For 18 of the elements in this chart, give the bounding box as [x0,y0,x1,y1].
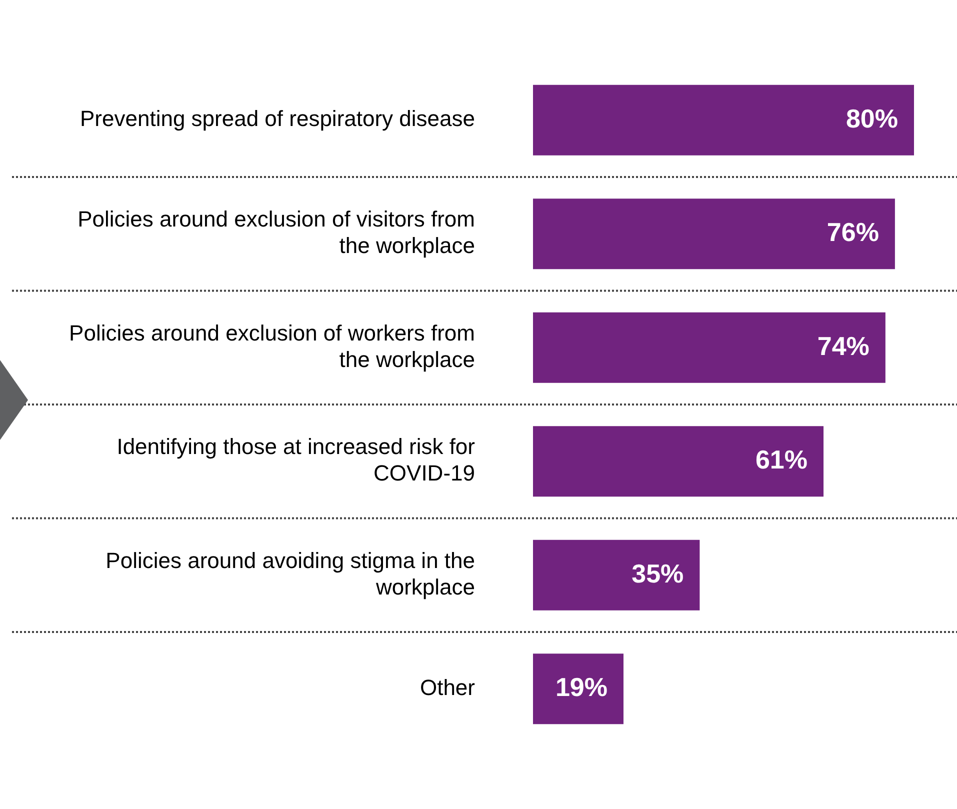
data-label: 19% [555,672,608,702]
bar [533,198,895,270]
data-label: 76% [826,217,879,248]
data-label: 74% [817,330,870,361]
y-tick-label: Other [420,674,475,700]
bar [533,312,886,383]
y-tick-label: Policies around exclusion of workers from the workplace [69,320,475,372]
data-label: 80% [846,103,898,134]
data-label: 35% [632,558,684,588]
y-tick-label: Preventing spread of respiratory disease [80,106,475,132]
bar [533,84,914,156]
bar [533,540,700,610]
bar [533,426,824,497]
bar [533,654,624,724]
data-label: 61% [755,444,808,475]
y-tick-label: Policies around exclusion of visitors from the workplace [78,206,475,258]
y-tick-label: Policies around avoiding stigma in the workplace [106,548,475,600]
y-tick-label: Identifying those at increased risk for COVID-19 [116,434,475,486]
